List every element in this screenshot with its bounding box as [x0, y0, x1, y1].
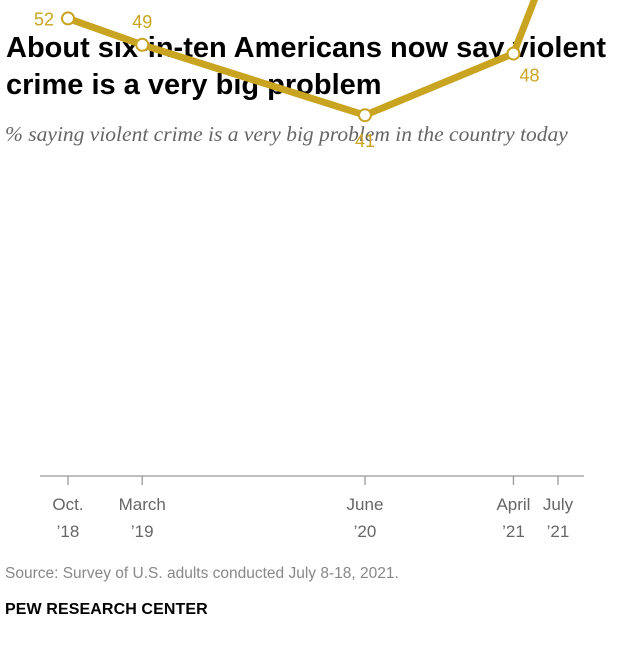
x-tick-label-month: April — [496, 495, 530, 514]
x-tick-label-year: ’19 — [131, 522, 154, 541]
chart-subtitle: % saying violent crime is a very big pro… — [5, 122, 568, 146]
x-tick-label-year: ’21 — [547, 522, 570, 541]
x-tick-label-year: ’21 — [502, 522, 525, 541]
source-note: Source: Survey of U.S. adults conducted … — [5, 565, 399, 582]
data-label: 49 — [132, 12, 152, 32]
data-label: 41 — [355, 131, 375, 151]
organization-name: PEW RESEARCH CENTER — [5, 601, 208, 618]
data-point — [61, 11, 75, 26]
data-point — [357, 108, 372, 123]
x-tick-label-year: ’18 — [57, 522, 80, 541]
x-tick-label-year: ’20 — [354, 522, 377, 541]
data-point — [506, 46, 521, 61]
data-label: 48 — [519, 66, 539, 86]
chart-title: About six-in-ten Americans now say viole… — [6, 32, 606, 101]
x-tick-label-month: July — [543, 495, 574, 514]
x-tick-label-month: March — [119, 495, 166, 514]
x-tick-label-month: June — [347, 495, 384, 514]
line-chart: Oct. ’18 March ’19 June ’20 April ’21 July ’21 52… — [34, 0, 584, 541]
x-tick-label-month: Oct. — [52, 495, 83, 514]
data-point — [135, 37, 150, 52]
data-label: 52 — [34, 9, 54, 29]
